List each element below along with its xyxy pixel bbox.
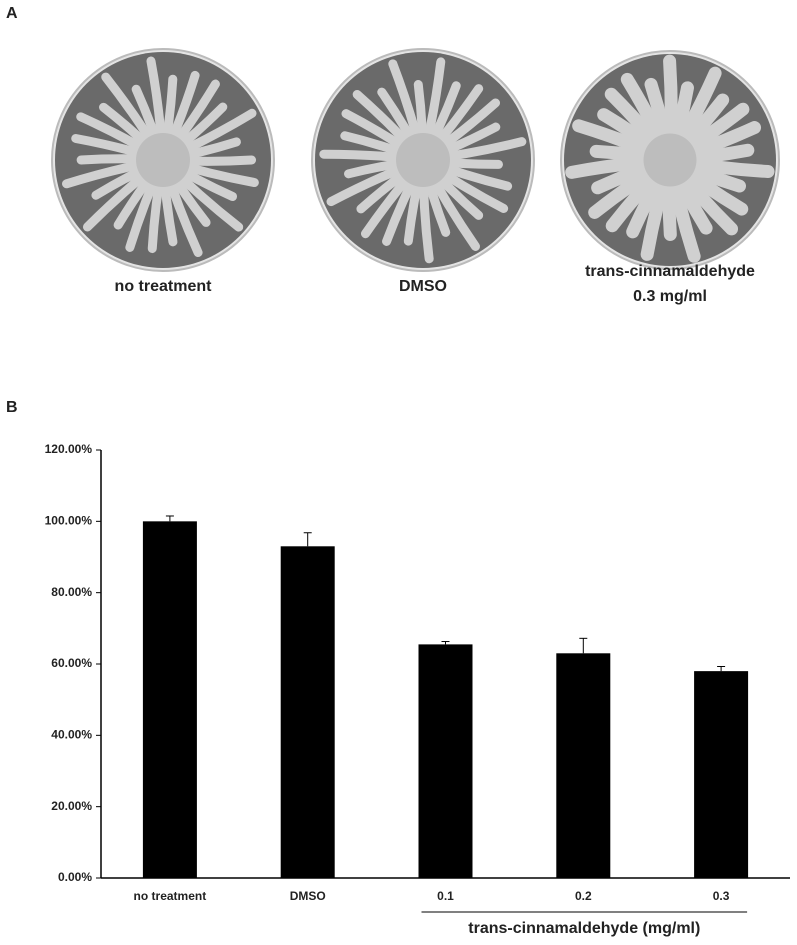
x-tick-label: 0.1 — [437, 889, 454, 903]
panel-label: B — [6, 399, 18, 416]
bar — [142, 521, 197, 878]
x-tick-label: DMSO — [290, 889, 326, 903]
y-tick-label: 60.00% — [51, 656, 92, 670]
dish-center — [136, 133, 190, 187]
image-label: DMSO — [399, 278, 447, 295]
x-tick-label: 0.2 — [575, 889, 592, 903]
y-tick-label: 100.00% — [45, 514, 93, 528]
bar — [694, 671, 749, 878]
image-label: no treatment — [115, 278, 213, 295]
image-label: 0.3 mg/ml — [633, 288, 707, 305]
y-tick-label: 80.00% — [51, 585, 92, 599]
dish-images — [51, 48, 780, 272]
dish-center — [396, 133, 450, 187]
bar — [556, 653, 611, 878]
y-tick-label: 120.00% — [45, 442, 93, 456]
bar — [418, 644, 473, 878]
image-label: trans-cinnamaldehyde — [585, 263, 755, 280]
y-tick-label: 0.00% — [58, 870, 92, 884]
panel-label: A — [6, 5, 18, 22]
dish-center — [643, 133, 697, 187]
x-tick-label: 0.3 — [713, 889, 730, 903]
y-tick-label: 20.00% — [51, 799, 92, 813]
bar — [280, 546, 335, 878]
group-label: trans-cinnamaldehyde (mg/ml) — [468, 920, 700, 937]
x-tick-label: no treatment — [134, 889, 207, 903]
y-tick-label: 40.00% — [51, 728, 92, 742]
